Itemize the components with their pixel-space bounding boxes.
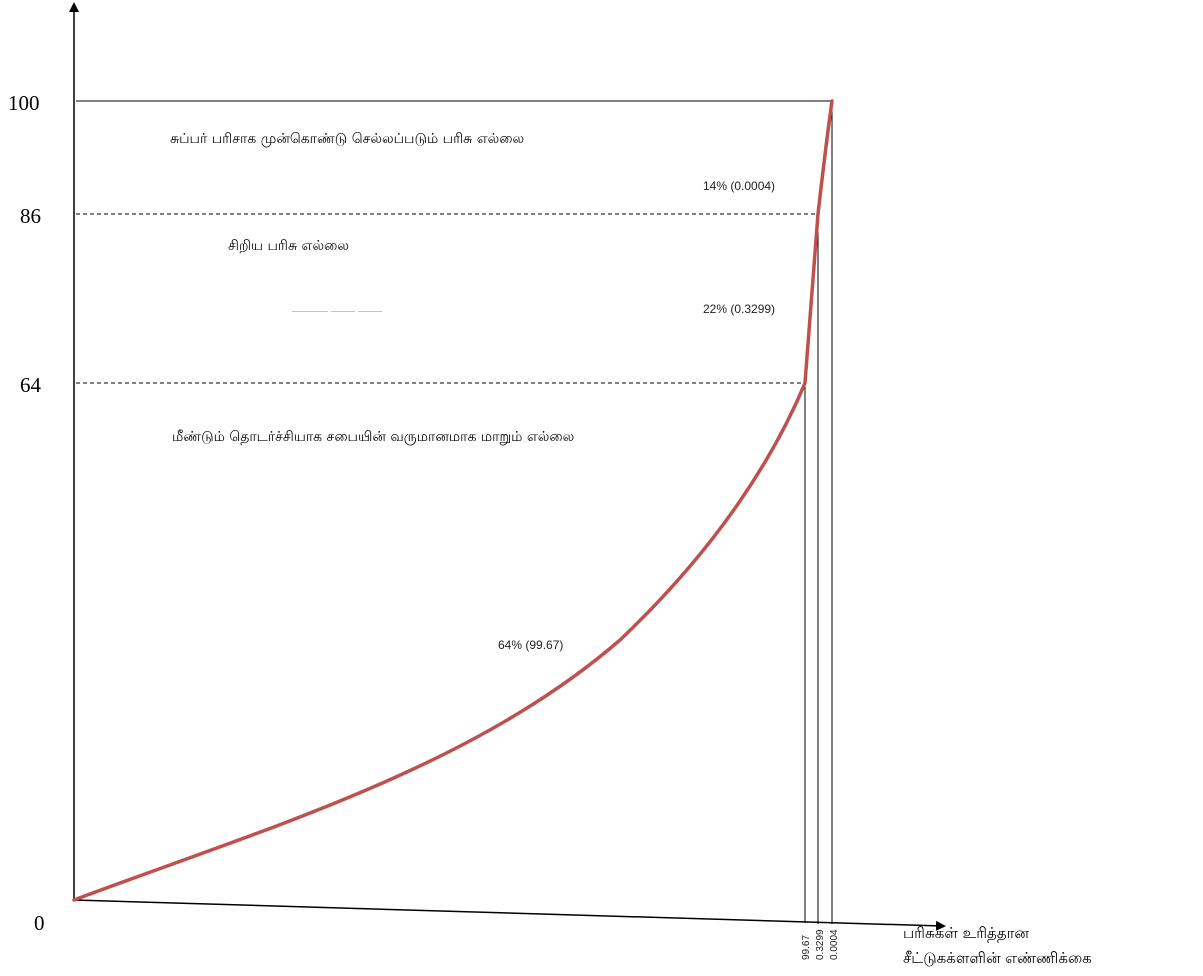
y-tick-64: 64 [20, 373, 42, 397]
ghost-text: ——— —— —— [291, 303, 383, 317]
prize-curve [72, 99, 834, 902]
segment-label-22: 22% (0.3299) [703, 302, 775, 316]
x-axis [73, 899, 946, 931]
zone-label-small-prize: சிறிய பரிசு எல்லை [228, 238, 349, 254]
zone-label-revenue: மீண்டும் தொடர்ச்சியாக சபையின் வருமானமாக … [172, 429, 574, 445]
y-tick-86: 86 [20, 204, 41, 228]
x-tick-99-67: 99.67 [801, 935, 812, 960]
segment-label-64: 64% (99.67) [498, 638, 563, 652]
y-tick-100: 100 [8, 91, 40, 115]
x-tick-0-0004: 0.0004 [829, 929, 840, 960]
x-tick-0-3299: 0.3299 [815, 929, 826, 960]
segment-label-14: 14% (0.0004) [703, 179, 775, 193]
x-axis-label-line2: சீட்டுகக்ளளின் எண்ணிக்கை [903, 949, 1092, 967]
zone-label-super-prize: சுப்பர் பரிசாக முன்கொண்டு செல்லப்படும் ப… [170, 131, 524, 147]
x-axis-label-line1: பரிசுகள் உரித்தான [903, 924, 1029, 942]
y-tick-0: 0 [34, 911, 45, 935]
